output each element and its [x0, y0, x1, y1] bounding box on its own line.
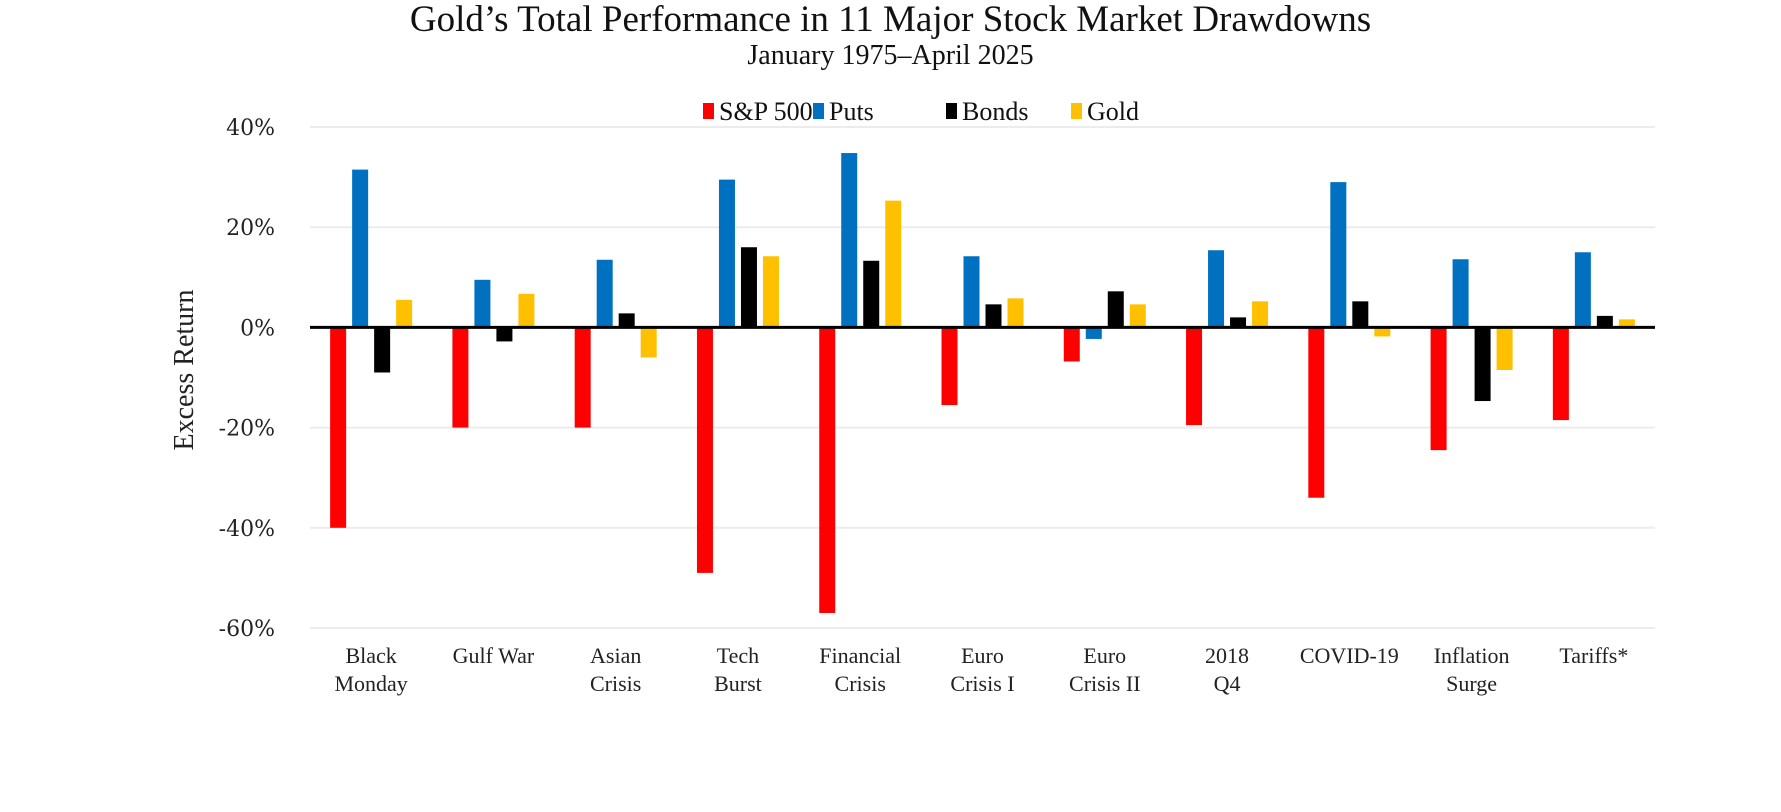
bar-puts-8 — [1330, 182, 1347, 328]
bar-gold-4 — [885, 200, 902, 328]
y-tick-label: -60% — [219, 617, 275, 642]
bar-puts-10 — [1574, 252, 1591, 328]
bar-s-p-500-0 — [330, 327, 347, 528]
y-tick-label: 40% — [226, 116, 275, 141]
x-category-label: Crisis — [835, 671, 886, 696]
y-tick-label: 20% — [226, 216, 275, 241]
legend-label: Gold — [1087, 97, 1139, 126]
legend-swatch-bonds — [946, 103, 957, 119]
bar-gold-5 — [1007, 298, 1024, 328]
bar-bonds-2 — [618, 313, 635, 328]
bar-puts-6 — [1085, 327, 1102, 339]
bar-s-p-500-8 — [1308, 327, 1325, 498]
bar-gold-0 — [396, 299, 413, 328]
x-category-label: COVID-19 — [1300, 643, 1399, 668]
gridlines — [310, 126, 1655, 629]
x-category-label: Crisis II — [1069, 671, 1141, 696]
y-axis-label: Excess Return — [169, 290, 200, 451]
bar-gold-1 — [518, 293, 535, 328]
bar-s-p-500-1 — [452, 327, 469, 428]
y-tick-label: 0% — [240, 316, 275, 341]
bar-gold-2 — [640, 327, 657, 358]
bar-s-p-500-4 — [819, 327, 836, 613]
bar-bonds-0 — [374, 327, 391, 373]
bar-puts-2 — [596, 259, 613, 328]
bar-bonds-7 — [1230, 317, 1247, 328]
bar-s-p-500-5 — [941, 327, 958, 406]
legend-swatch-gold — [1071, 103, 1082, 119]
bar-puts-5 — [963, 256, 980, 328]
x-category-label: Burst — [714, 671, 762, 696]
bar-gold-8 — [1374, 327, 1391, 337]
x-category-label: Financial — [819, 643, 901, 668]
bar-bonds-10 — [1596, 315, 1613, 328]
x-category-label: Surge — [1446, 671, 1497, 696]
y-tick-label: -20% — [219, 417, 275, 442]
bar-bonds-5 — [985, 304, 1002, 328]
bar-puts-3 — [718, 179, 735, 328]
x-category-label: Inflation — [1434, 643, 1510, 668]
x-category-label: Asian — [590, 643, 641, 668]
bar-s-p-500-7 — [1186, 327, 1203, 426]
bars — [330, 153, 1635, 613]
x-category-label: Q4 — [1214, 671, 1241, 696]
bar-bonds-4 — [863, 260, 880, 328]
bar-s-p-500-9 — [1430, 327, 1447, 451]
bar-bonds-3 — [740, 247, 757, 328]
x-category-label: Gulf War — [453, 643, 535, 668]
x-category-label: Monday — [334, 671, 407, 696]
y-axis-ticks: 40% 20% 0% -20% -40% -60% — [219, 116, 275, 642]
bar-gold-7 — [1252, 301, 1269, 328]
bar-gold-10 — [1618, 319, 1635, 328]
bar-puts-4 — [841, 153, 858, 328]
legend-label: Puts — [829, 97, 874, 126]
bar-gold-3 — [762, 256, 779, 328]
bar-puts-9 — [1452, 259, 1469, 328]
bar-gold-6 — [1129, 304, 1146, 328]
legend-swatch-s-p-500 — [703, 103, 714, 119]
bar-puts-0 — [352, 169, 369, 328]
legend: S&P 500 Puts Bonds Gold — [703, 97, 1139, 126]
legend-label: S&P 500 — [719, 97, 813, 126]
bar-bonds-8 — [1352, 301, 1369, 328]
x-category-label: 2018 — [1205, 643, 1249, 668]
legend-label: Bonds — [962, 97, 1028, 126]
y-tick-label: -40% — [219, 517, 275, 542]
bar-gold-9 — [1496, 327, 1513, 370]
x-category-label: Crisis I — [950, 671, 1014, 696]
x-category-label: Tariffs* — [1559, 643, 1628, 668]
x-category-label: Black — [345, 643, 396, 668]
bar-bonds-6 — [1107, 291, 1124, 328]
bar-puts-1 — [474, 279, 491, 328]
x-axis-categories: Black Monday Gulf War Asian Crisis Tech Burst F… — [334, 643, 1628, 696]
x-category-label: Tech — [717, 643, 759, 668]
x-category-label: Euro — [1083, 643, 1126, 668]
legend-swatch-puts — [813, 103, 824, 119]
x-category-label: Euro — [961, 643, 1004, 668]
bar-bonds-9 — [1474, 327, 1491, 402]
bar-s-p-500-3 — [696, 327, 713, 573]
bar-s-p-500-2 — [574, 327, 591, 428]
chart-title: Gold’s Total Performance in 11 Major Sto… — [409, 0, 1372, 40]
x-category-label: Crisis — [590, 671, 641, 696]
bar-s-p-500-6 — [1063, 327, 1080, 362]
bar-puts-7 — [1208, 250, 1225, 328]
bar-s-p-500-10 — [1552, 327, 1569, 421]
bar-bonds-1 — [496, 327, 513, 342]
chart-subtitle: January 1975–April 2025 — [747, 40, 1034, 71]
